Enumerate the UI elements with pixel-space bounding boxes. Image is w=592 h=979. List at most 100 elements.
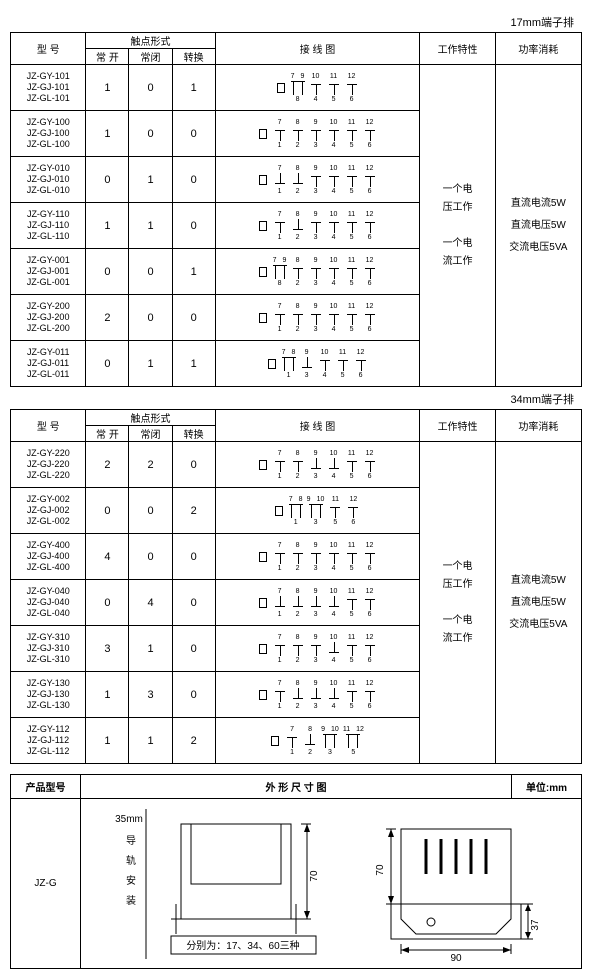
contact-no: 7 1 — [273, 119, 287, 149]
contact-nc: 8 2 — [303, 726, 317, 756]
contact-no: 8 2 — [291, 634, 305, 664]
cell-nc: 2 — [129, 442, 172, 488]
hdr-model: 型 号 — [11, 410, 86, 442]
contact-no: 7 1 — [273, 634, 287, 664]
contact-co: 910 3 — [321, 726, 339, 756]
cell-no: 1 — [86, 111, 129, 157]
cell-nc: 1 — [129, 626, 172, 672]
wiring-cell: 79 8 10 4 11 5 12 6 — [215, 65, 420, 111]
contact-nc: 10 4 — [327, 588, 341, 618]
cell-co: 2 — [172, 488, 215, 534]
mount-char-4: 装 — [126, 894, 136, 907]
contact-no: 12 6 — [363, 257, 377, 287]
mount-char-3: 安 — [126, 874, 136, 887]
cell-nc: 0 — [129, 295, 172, 341]
contact-no: 9 3 — [309, 257, 323, 287]
cell-co: 0 — [172, 295, 215, 341]
dimension-drawing: 35mm 导 轨 安 装 — [101, 804, 561, 964]
model-cell: JZ-GY-001JZ-GJ-001JZ-GL-001 — [11, 249, 86, 295]
wiring-cell: 7 1 8 2 9 3 10 4 11 5 12 6 — [215, 580, 420, 626]
contact-no: 12 6 — [346, 496, 360, 526]
model-cell: JZ-GY-110JZ-GJ-110JZ-GL-110 — [11, 203, 86, 249]
contact-no: 12 6 — [363, 680, 377, 710]
svg-text:90: 90 — [450, 953, 462, 964]
caption-17mm: 17mm端子排 — [10, 14, 574, 30]
contact-co: 910 3 — [307, 496, 325, 526]
dim-drawing-cell: 35mm 导 轨 安 装 — [81, 799, 582, 969]
contact-no: 9 3 — [309, 119, 323, 149]
contact-nc: 9 3 — [309, 450, 323, 480]
contact-no: 7 1 — [273, 450, 287, 480]
power-cell: 直流电流5W直流电压5W交流电压5VA — [495, 442, 581, 764]
model-cell: JZ-GY-101JZ-GJ-101JZ-GL-101 — [11, 65, 86, 111]
wiring-cell: 7 1 8 2 9 3 10 4 11 5 12 6 — [215, 672, 420, 718]
contact-co: 78 1 — [289, 496, 303, 526]
cell-co: 0 — [172, 672, 215, 718]
dim-product: JZ-G — [11, 799, 81, 969]
table-dimensions: 产品型号 外 形 尺 寸 图 单位:mm JZ-G 35mm 导 轨 安 装 — [10, 774, 582, 969]
wiring-cell: 78 1 910 3 11 5 12 6 — [215, 488, 420, 534]
rail-icon — [259, 644, 267, 654]
contact-no: 11 5 — [345, 257, 359, 287]
contact-nc: 9 3 — [309, 680, 323, 710]
cell-nc: 1 — [129, 203, 172, 249]
hdr-nc: 常闭 — [129, 426, 172, 442]
hdr-characteristic: 工作特性 — [420, 410, 495, 442]
model-cell: JZ-GY-100JZ-GJ-100JZ-GL-100 — [11, 111, 86, 157]
hdr-characteristic: 工作特性 — [420, 33, 495, 65]
model-cell: JZ-GY-200JZ-GJ-200JZ-GL-200 — [11, 295, 86, 341]
contact-no: 12 6 — [363, 211, 377, 241]
rail-icon — [275, 506, 283, 516]
contact-nc: 8 2 — [291, 588, 305, 618]
side-view: 70 37 90 — [375, 829, 541, 964]
mount-char-1: 导 — [126, 835, 136, 847]
contact-no: 12 6 — [363, 450, 377, 480]
contact-no: 11 5 — [345, 165, 359, 195]
cell-co: 0 — [172, 442, 215, 488]
cell-no: 2 — [86, 442, 129, 488]
cell-nc: 0 — [129, 111, 172, 157]
dim-hdr-drawing: 外 形 尺 寸 图 — [81, 775, 512, 799]
cell-nc: 1 — [129, 718, 172, 764]
hdr-wiring: 接 线 图 — [215, 410, 420, 442]
contact-no: 12 6 — [363, 634, 377, 664]
cell-co: 2 — [172, 718, 215, 764]
cell-nc: 0 — [129, 534, 172, 580]
dim-hdr-product: 产品型号 — [11, 775, 81, 799]
cell-co: 0 — [172, 626, 215, 672]
contact-co: 79 8 — [291, 73, 305, 103]
contact-no: 10 4 — [327, 542, 341, 572]
cell-no: 2 — [86, 295, 129, 341]
model-cell: JZ-GY-112JZ-GJ-112JZ-GL-112 — [11, 718, 86, 764]
contact-nc: 7 1 — [273, 165, 287, 195]
dim-hdr-unit: 单位:mm — [512, 775, 582, 799]
contact-no: 12 6 — [363, 588, 377, 618]
characteristic-cell: 一个电压工作 一个电流工作 — [420, 65, 495, 387]
cell-co: 0 — [172, 111, 215, 157]
contact-no: 10 4 — [327, 257, 341, 287]
contact-nc: 7 1 — [273, 588, 287, 618]
wiring-cell: 7 1 8 2 9 3 10 4 11 5 12 6 — [215, 295, 420, 341]
contact-co: 79 8 — [273, 257, 287, 287]
contact-nc: 9 3 — [309, 588, 323, 618]
hdr-no: 常 开 — [86, 49, 129, 65]
contact-no: 11 5 — [345, 119, 359, 149]
cell-no: 0 — [86, 580, 129, 626]
contact-no: 12 6 — [363, 542, 377, 572]
hdr-wiring: 接 线 图 — [215, 33, 420, 65]
wiring-cell: 7 1 8 2 9 3 10 4 11 5 12 6 — [215, 442, 420, 488]
contact-no: 8 2 — [291, 542, 305, 572]
cell-no: 0 — [86, 157, 129, 203]
characteristic-cell: 一个电压工作 一个电流工作 — [420, 442, 495, 764]
rail-icon — [259, 552, 267, 562]
model-cell: JZ-GY-002JZ-GJ-002JZ-GL-002 — [11, 488, 86, 534]
cell-no: 0 — [86, 249, 129, 295]
model-cell: JZ-GY-310JZ-GJ-310JZ-GL-310 — [11, 626, 86, 672]
contact-no: 10 4 — [318, 349, 332, 379]
contact-no: 11 5 — [336, 349, 350, 379]
rail-icon — [268, 359, 276, 369]
contact-nc: 10 4 — [327, 680, 341, 710]
contact-no: 11 5 — [345, 211, 359, 241]
hdr-contact-form: 触点形式 — [86, 33, 215, 49]
contact-co: 1112 5 — [343, 726, 364, 756]
